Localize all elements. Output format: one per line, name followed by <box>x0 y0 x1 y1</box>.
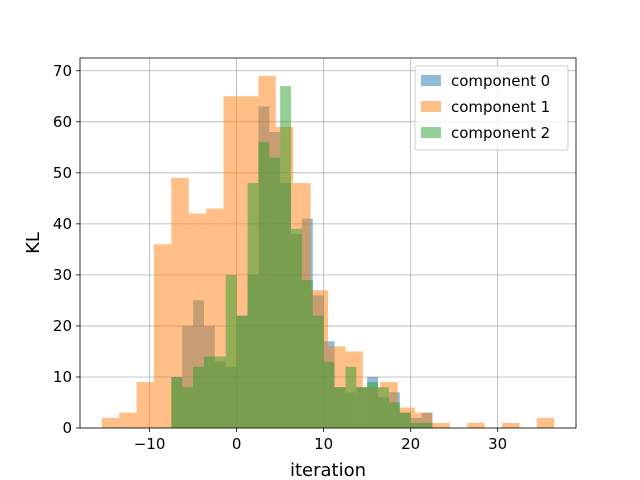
histogram-bar <box>356 387 368 428</box>
histogram-bar <box>502 422 520 428</box>
legend-label: component 1 <box>451 98 550 116</box>
histogram-bar <box>101 417 120 428</box>
histogram-bar <box>536 417 555 428</box>
y-axis-label: KL <box>23 232 44 254</box>
plot-frame <box>79 57 577 429</box>
legend-label: component 0 <box>451 72 550 90</box>
histogram-bar <box>258 142 270 428</box>
legend-swatch <box>421 127 441 138</box>
x-tick-label: −10 <box>134 435 166 453</box>
histogram-bar <box>247 183 259 428</box>
histogram-bar <box>432 422 450 428</box>
x-tick-label: 10 <box>314 435 333 453</box>
series-2-bars <box>171 86 433 428</box>
histogram-bar <box>193 366 204 428</box>
histogram-bar <box>367 382 379 428</box>
histogram-bar <box>301 280 313 428</box>
histogram-bar <box>225 274 237 428</box>
histogram-bar <box>421 422 433 428</box>
histogram-bar <box>291 228 302 428</box>
histogram-bar <box>182 387 194 428</box>
histogram-bar <box>388 402 400 428</box>
histogram-bars <box>101 75 555 429</box>
histogram-bar <box>334 387 346 428</box>
y-tick-label: 60 <box>53 113 72 131</box>
histogram-bar <box>119 412 137 428</box>
histogram-bar <box>378 387 389 428</box>
histogram-bar <box>204 356 215 428</box>
x-tick-label: 30 <box>488 435 507 453</box>
legend-box <box>414 65 569 151</box>
legend-swatch <box>421 101 441 112</box>
axis-ticks: −10 0 10 20 30 0 10 20 30 40 50 60 70 <box>53 62 507 453</box>
histogram-bar <box>269 157 281 428</box>
histogram-bar <box>214 356 226 428</box>
histogram-bar <box>280 86 292 428</box>
histogram-bar <box>171 376 183 428</box>
histogram-bar <box>153 244 172 428</box>
histogram-bar <box>410 422 422 428</box>
histogram-bar <box>171 177 189 428</box>
histogram-bar <box>312 315 324 428</box>
y-tick-label: 0 <box>62 419 72 437</box>
histogram-bar <box>467 422 485 428</box>
legend: component 0 component 1 component 2 <box>414 65 569 151</box>
y-tick-label: 40 <box>53 215 72 233</box>
histogram-bar <box>345 366 357 428</box>
legend-label: component 2 <box>451 124 550 142</box>
x-tick-label: 20 <box>401 435 420 453</box>
y-tick-label: 70 <box>53 62 72 80</box>
histogram-bar <box>399 412 411 428</box>
histogram-bar <box>236 315 248 428</box>
x-axis-label: iteration <box>290 460 366 480</box>
y-tick-label: 20 <box>53 317 72 335</box>
y-tick-label: 10 <box>53 368 72 386</box>
legend-swatch <box>421 75 441 86</box>
histogram-bar <box>323 361 335 428</box>
histogram-bar <box>136 382 154 428</box>
y-tick-label: 30 <box>53 266 72 284</box>
y-tick-label: 50 <box>53 164 72 182</box>
x-tick-label: 0 <box>232 435 242 453</box>
